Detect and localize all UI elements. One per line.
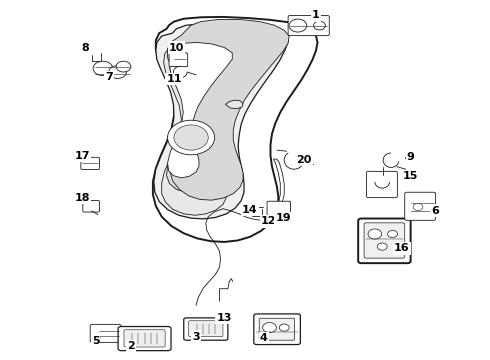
Text: 6: 6 — [431, 206, 439, 216]
Circle shape — [116, 61, 131, 72]
FancyBboxPatch shape — [124, 330, 165, 347]
Circle shape — [368, 229, 382, 239]
FancyBboxPatch shape — [184, 318, 228, 340]
Text: 17: 17 — [74, 150, 90, 161]
Text: 5: 5 — [92, 336, 99, 346]
Text: 9: 9 — [407, 152, 415, 162]
FancyBboxPatch shape — [83, 201, 99, 212]
Circle shape — [377, 243, 387, 250]
Polygon shape — [225, 100, 243, 109]
Text: 14: 14 — [242, 204, 258, 215]
Circle shape — [413, 203, 423, 211]
Circle shape — [314, 21, 325, 30]
Text: 12: 12 — [261, 216, 276, 226]
FancyBboxPatch shape — [90, 324, 121, 342]
Text: 16: 16 — [394, 243, 410, 253]
Polygon shape — [154, 23, 288, 219]
Text: 10: 10 — [169, 42, 184, 53]
FancyBboxPatch shape — [364, 223, 405, 258]
Circle shape — [168, 120, 215, 155]
Circle shape — [93, 61, 113, 76]
Circle shape — [388, 230, 397, 238]
Text: 20: 20 — [296, 155, 312, 165]
FancyBboxPatch shape — [367, 171, 397, 198]
Text: 1: 1 — [312, 10, 320, 21]
Text: 11: 11 — [166, 74, 182, 84]
FancyBboxPatch shape — [288, 15, 329, 36]
FancyBboxPatch shape — [169, 53, 188, 67]
FancyBboxPatch shape — [254, 314, 300, 345]
FancyBboxPatch shape — [267, 201, 291, 221]
Circle shape — [174, 125, 208, 150]
Text: 15: 15 — [403, 171, 418, 181]
Polygon shape — [167, 38, 257, 192]
FancyBboxPatch shape — [118, 327, 171, 351]
Circle shape — [263, 323, 276, 333]
Text: 8: 8 — [82, 42, 90, 53]
Circle shape — [109, 66, 126, 78]
Text: 13: 13 — [216, 312, 232, 323]
Text: 7: 7 — [105, 72, 113, 82]
Text: 3: 3 — [192, 332, 200, 342]
FancyBboxPatch shape — [358, 219, 411, 263]
Polygon shape — [168, 42, 232, 178]
Polygon shape — [168, 19, 289, 200]
Circle shape — [289, 19, 307, 32]
Polygon shape — [162, 31, 272, 215]
Polygon shape — [153, 17, 318, 242]
FancyBboxPatch shape — [405, 192, 436, 220]
Text: 18: 18 — [74, 193, 90, 203]
Circle shape — [279, 324, 289, 331]
Polygon shape — [273, 159, 284, 213]
FancyBboxPatch shape — [259, 318, 294, 340]
FancyBboxPatch shape — [81, 157, 99, 170]
Text: 19: 19 — [275, 213, 291, 223]
Text: 4: 4 — [260, 333, 268, 343]
FancyBboxPatch shape — [189, 321, 223, 337]
Text: 2: 2 — [127, 341, 135, 351]
